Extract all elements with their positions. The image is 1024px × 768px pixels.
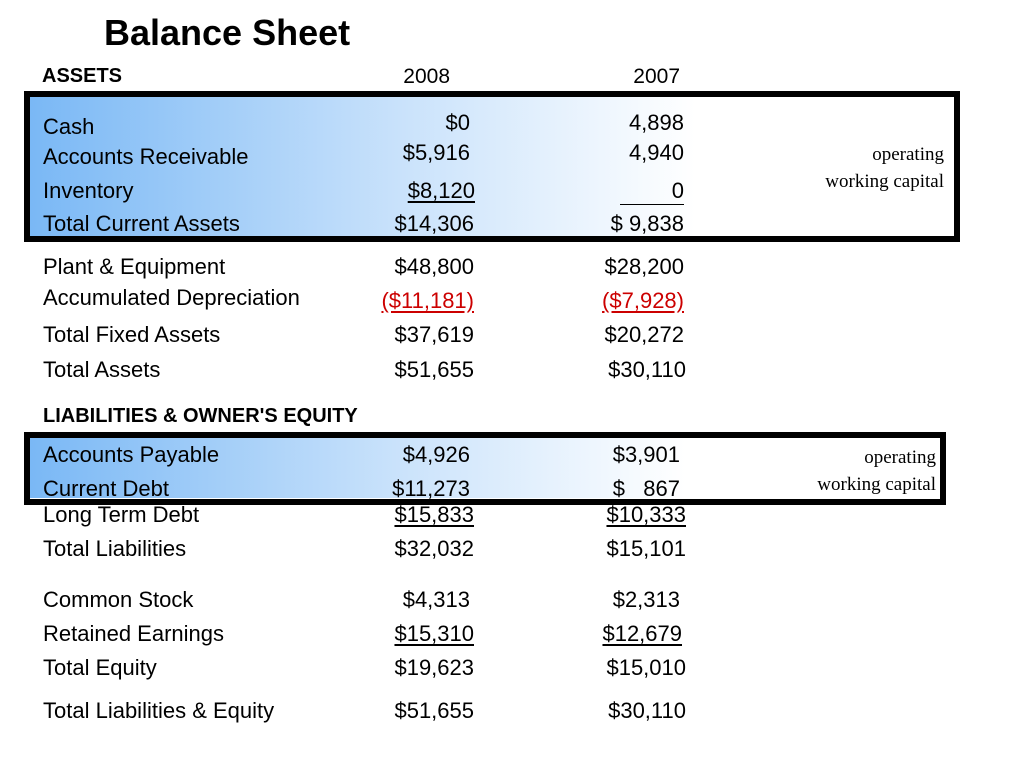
row-label-total-liabilities: Total Liabilities [43,536,187,561]
row-label-accounts-payable: Accounts Payable [43,442,220,467]
liabilities-working-capital-box [24,432,946,505]
re-2008: $15,310 [394,621,474,646]
tle-2008: $51,655 [394,698,474,723]
cash-2007: 4,898 [628,110,684,135]
cs-2008: $4,313 [402,587,470,612]
pe-2008: $48,800 [394,254,474,279]
liabilities-note-line2: working capital [817,474,936,495]
cs-2007: $2,313 [612,587,680,612]
cd-2008: $11,273 [392,476,470,501]
row-label-current-debt: Current Debt [43,476,169,501]
year-2008-header: 2008 [403,65,450,88]
row-label-accounts-receivable: Accounts Receivable [43,144,249,169]
ltd-2007: $10,333 [606,502,686,527]
row-label-inventory: Inventory [43,178,134,203]
tca-2008: $14,306 [394,211,474,236]
liabilities-note-line1: operating [864,447,936,468]
tfa-2008: $37,619 [394,322,474,347]
row-label-total-liabilities-equity: Total Liabilities & Equity [43,698,275,723]
year-2007-header: 2007 [633,65,680,88]
page-title: Balance Sheet [104,12,351,53]
liabilities-header: LIABILITIES & OWNER'S EQUITY [43,405,358,427]
assets-working-capital-box [24,91,960,242]
assets-note-line2: working capital [825,171,944,192]
tca-2007: $ 9,838 [610,211,684,236]
row-label-plant-equipment: Plant & Equipment [43,254,226,279]
ltd-2008: $15,833 [394,502,474,527]
inventory-2007-underline [620,204,684,205]
row-label-long-term-debt: Long Term Debt [43,502,200,527]
row-label-cash: Cash [43,114,95,139]
row-label-retained-earnings: Retained Earnings [43,621,225,646]
assets-highlight [30,97,954,236]
te-2007: $15,010 [606,655,686,680]
te-2008: $19,623 [394,655,474,680]
row-label-total-current-assets: Total Current Assets [43,211,240,236]
inventory-2008: $8,120 [407,178,475,203]
tle-2007: $30,110 [608,698,686,723]
inventory-2007: 0 [671,178,684,203]
ap-2007: $3,901 [612,442,680,467]
ad-2008: ($11,181) [381,288,474,313]
ar-2007: 4,940 [628,140,684,165]
row-label-total-assets: Total Assets [43,357,161,382]
cd-2007: $ 867 [612,476,680,501]
row-label-accumulated-depreciation: Accumulated Depreciation [43,285,300,310]
pe-2007: $28,200 [604,254,684,279]
row-label-total-fixed-assets: Total Fixed Assets [43,322,221,347]
row-label-common-stock: Common Stock [43,587,194,612]
tl-2008: $32,032 [394,536,474,561]
ar-2008: $5,916 [402,140,470,165]
ap-2008: $4,926 [402,442,470,467]
row-label-total-equity: Total Equity [43,655,157,680]
ta-2008: $51,655 [394,357,474,382]
liabilities-highlight [30,438,940,499]
tfa-2007: $20,272 [604,322,684,347]
re-2007: $12,679 [602,621,682,646]
cash-2008: $0 [445,110,470,135]
assets-header: ASSETS [42,65,123,87]
ad-2007: ($7,928) [602,288,684,313]
assets-note-line1: operating [872,144,944,165]
tl-2007: $15,101 [606,536,686,561]
ta-2007: $30,110 [608,357,686,382]
